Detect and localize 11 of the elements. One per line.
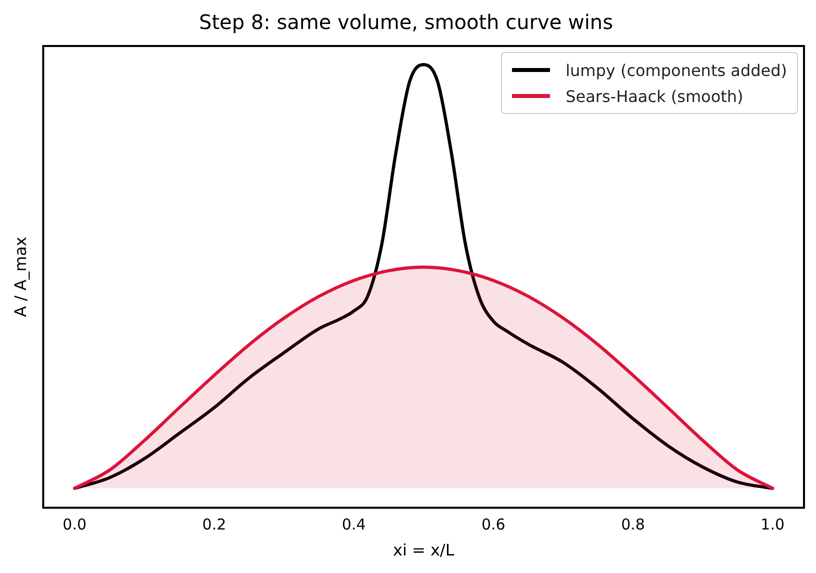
legend-label: lumpy (components added): [566, 60, 787, 80]
x-tick-label: 1.0: [760, 516, 785, 534]
x-tick-label: 0.0: [62, 516, 87, 534]
x-tick-label: 0.8: [621, 516, 645, 534]
x-tick-label: 0.4: [342, 516, 366, 534]
y-axis-title: A / A_max: [10, 236, 30, 318]
legend-label: Sears-Haack (smooth): [566, 86, 744, 106]
x-axis-title: xi = x/L: [392, 540, 454, 560]
x-tick-label: 0.2: [202, 516, 226, 534]
chart-title: Step 8: same volume, smooth curve wins: [199, 10, 613, 34]
x-tick-label: 0.6: [481, 516, 506, 534]
